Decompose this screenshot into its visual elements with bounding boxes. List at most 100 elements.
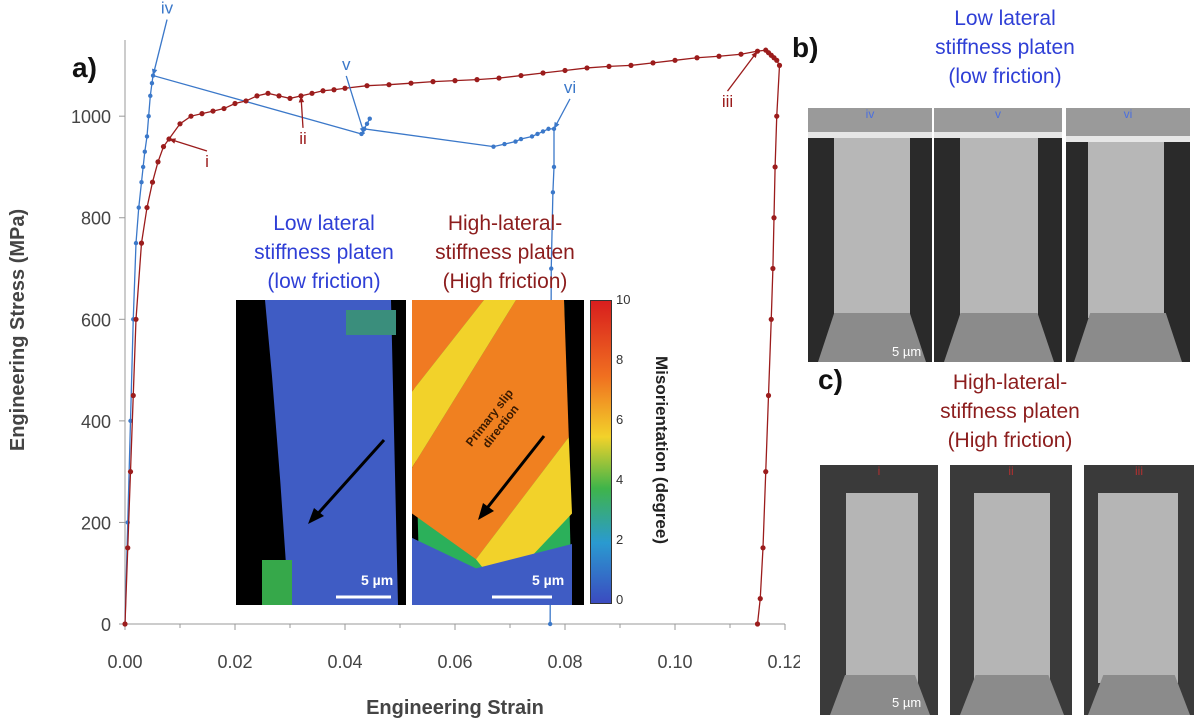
caption-line: (High friction) — [442, 270, 568, 293]
data-point — [535, 131, 540, 137]
data-point — [562, 67, 568, 74]
colorbar-tick: 6 — [616, 412, 624, 427]
data-point — [408, 80, 414, 86]
x-tick-label: 0.02 — [217, 652, 252, 672]
data-point — [774, 113, 780, 119]
data-point — [243, 98, 249, 104]
data-point — [540, 129, 546, 134]
data-point — [221, 105, 227, 112]
x-axis-title: Engineering Strain — [366, 697, 544, 719]
data-point — [768, 316, 774, 322]
data-point — [546, 126, 551, 132]
colorbar-tick: 10 — [616, 292, 631, 307]
data-point — [549, 266, 554, 271]
inset-high-friction-caption: High-lateral- stiffness platen (High fri… — [420, 209, 590, 296]
annotation-arrowhead — [359, 126, 365, 134]
data-point — [550, 190, 556, 195]
data-point — [774, 57, 780, 63]
annotation-arrow — [152, 19, 168, 76]
caption-line: High-lateral- — [952, 371, 1068, 394]
data-point — [254, 93, 260, 99]
sem-image-iv: 5 µm iv — [808, 108, 932, 362]
data-point — [139, 179, 144, 185]
data-point — [265, 90, 271, 96]
data-point — [140, 164, 146, 170]
data-point — [540, 70, 546, 76]
data-point — [144, 134, 150, 139]
caption-line: High-lateral- — [447, 212, 563, 235]
caption-line: Low lateral — [954, 7, 1056, 30]
annotation-label: vi — [564, 78, 576, 97]
data-point — [364, 121, 370, 126]
scale-bar-label: 5 µm — [361, 572, 394, 588]
data-point — [367, 116, 372, 121]
y-tick-label: 1000 — [71, 107, 111, 127]
map-green-edge — [262, 560, 292, 605]
annotation-label: ii — [299, 129, 307, 148]
y-tick-label: 0 — [101, 615, 111, 635]
colorbar-title: Misorientation (degree) — [652, 356, 671, 544]
data-point — [513, 139, 518, 144]
data-point — [547, 621, 553, 627]
data-point — [754, 621, 761, 627]
slip-direction-arrow — [308, 438, 391, 599]
data-point — [474, 77, 480, 83]
data-point — [320, 88, 326, 94]
colorbar-ticks: 10 8 6 4 2 0 — [616, 292, 646, 612]
data-point — [133, 240, 139, 246]
data-point — [138, 240, 145, 246]
data-point — [150, 73, 156, 78]
x-tick-label: 0.10 — [657, 652, 692, 672]
data-point — [502, 141, 507, 147]
panel-b-caption: Low lateral stiffness platen (low fricti… — [905, 4, 1105, 91]
data-point — [765, 392, 772, 399]
annotation-arrowhead — [298, 95, 305, 103]
sem-image-i: 5 µm i — [820, 465, 938, 715]
sem-label: iv — [865, 108, 875, 121]
caption-line: Low lateral — [273, 212, 375, 235]
data-point — [133, 316, 139, 322]
stress-strain-chart: 0.00 0.02 0.04 0.06 0.08 0.10 0.12020040060080… — [7, 0, 800, 719]
data-point — [551, 164, 557, 170]
caption-line: stiffness platen — [435, 241, 575, 264]
slip-direction-arrow — [478, 435, 552, 599]
panel-a-label: a) — [72, 52, 97, 83]
annotation-arrowhead — [554, 121, 560, 129]
data-point — [518, 72, 524, 79]
y-tick-label: 600 — [81, 310, 111, 330]
sem-label: v — [995, 108, 1001, 121]
annotation-arrowhead — [751, 51, 758, 58]
caption-line: (High friction) — [947, 429, 1073, 452]
data-point — [232, 100, 238, 107]
annotation-arrowhead — [151, 68, 158, 76]
sem-image-iii: iii — [1084, 465, 1194, 715]
data-point — [430, 79, 436, 85]
sem-image-ii: ii — [950, 465, 1072, 715]
data-point — [694, 55, 700, 61]
data-point — [606, 63, 612, 70]
data-point — [771, 215, 777, 221]
annotation-label: iv — [161, 0, 174, 18]
data-point — [364, 83, 370, 89]
chart-axes: 0.00 0.02 0.04 0.06 0.08 0.10 0.12020040060080… — [71, 40, 800, 672]
annotation-label: v — [342, 55, 351, 74]
sem-label: vi — [1123, 108, 1133, 121]
data-point — [188, 113, 194, 119]
data-point — [716, 53, 722, 59]
scale-bar-label: 5 µm — [532, 572, 565, 588]
data-point — [763, 469, 769, 475]
data-point — [142, 149, 147, 154]
data-point — [160, 144, 167, 150]
data-point — [177, 121, 183, 127]
x-tick-label: 0.06 — [437, 652, 472, 672]
data-point — [144, 204, 150, 211]
data-point — [770, 265, 776, 272]
annotation-arrow — [345, 75, 365, 135]
annotation-label: i — [205, 152, 209, 171]
sem-image-vi: vi — [1066, 108, 1190, 362]
data-point — [496, 75, 502, 81]
sem-label: iii — [1135, 465, 1143, 478]
data-point — [342, 85, 348, 91]
misorientation-map-low-friction: 5 µm — [236, 300, 406, 605]
